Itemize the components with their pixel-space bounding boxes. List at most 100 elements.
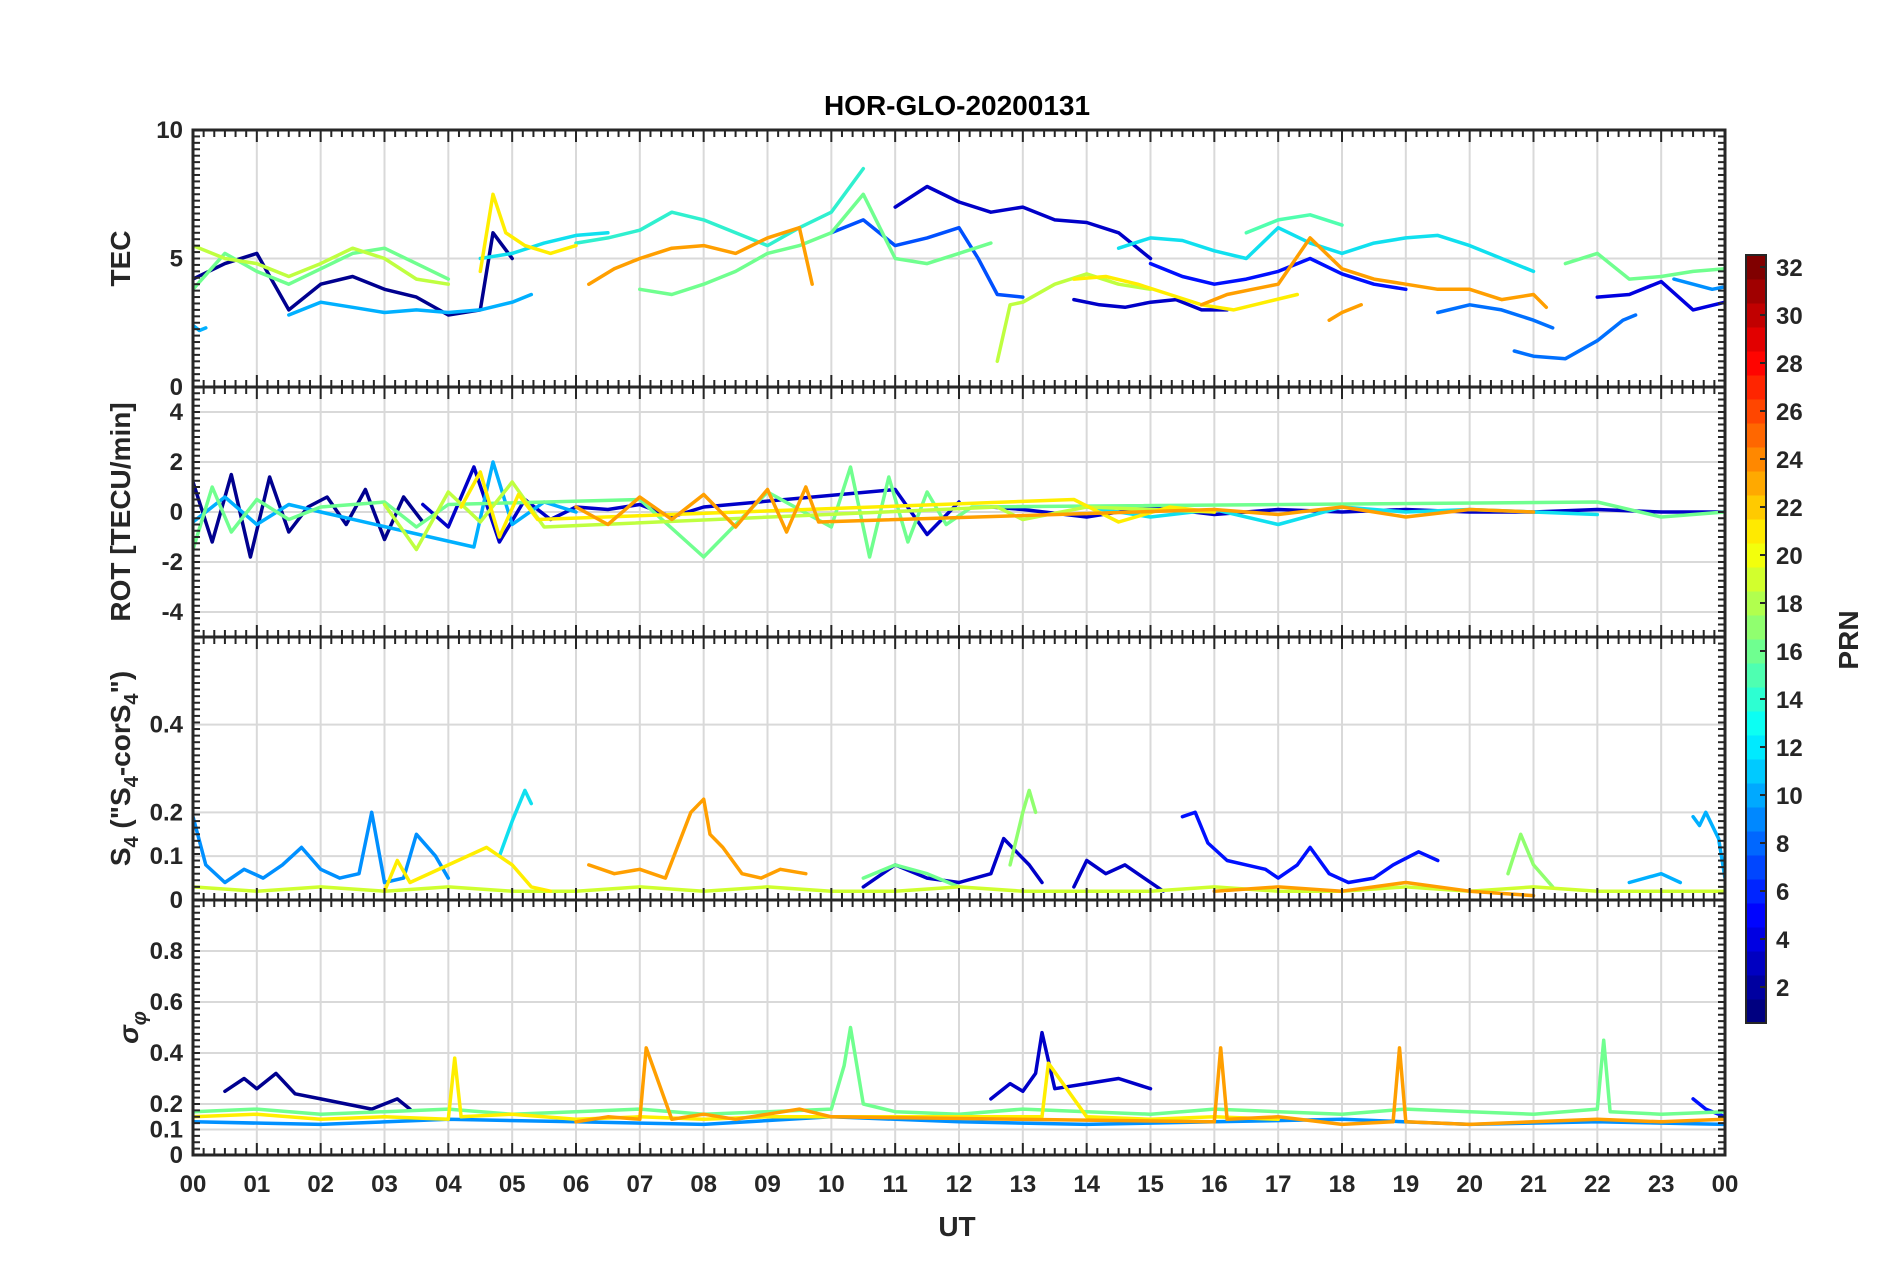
series-prn-8 [1512,313,1638,361]
panel-4: 00.10.2 0.4 0.6 0.8 σφ [113,898,1727,1169]
y-tick-label: -4 [162,599,184,626]
series-prn-22 [587,225,814,286]
series-prn-16 [1563,251,1725,281]
y-axis-label: ROT [TECU/min] [105,402,136,621]
x-tick-label: 08 [690,1171,717,1198]
colorbar-segment [1746,783,1766,808]
y-axis-label: σφ [113,1011,151,1044]
colorbar-tick-label: 30 [1776,303,1803,330]
colorbar-segment [1746,855,1766,880]
y-tick-label: 0.8 [150,938,183,965]
x-tick-label: 03 [371,1171,398,1198]
y-tick-label: 0.6 [150,989,183,1016]
series-prn-3 [989,505,1725,519]
colorbar-segment [1746,399,1766,424]
series-prn-11 [193,323,208,333]
colorbar-tick-label: 24 [1776,447,1803,474]
series-prn-10 [193,810,451,885]
colorbar-segment [1746,831,1766,856]
series-prn-22 [1212,880,1536,898]
series-prn-5 [1148,256,1408,292]
colorbar-tick-label: 20 [1776,543,1803,570]
series-prn-15 [1244,213,1344,235]
x-tick-label: 17 [1265,1171,1292,1198]
colorbar-segment [1746,303,1766,328]
y-tick-label: 4 [170,399,184,426]
colorbar-segment [1746,423,1766,448]
y-axis-label: S4 ("S4-corS4") [105,671,143,866]
series-prn-18 [382,480,1217,552]
colorbar-label: PRN [1833,610,1864,669]
colorbar-segment [1746,567,1766,592]
chart-title: HOR-GLO-20200131 [824,90,1090,121]
colorbar-tick-label: 2 [1776,975,1789,1002]
x-tick-label: 18 [1329,1171,1356,1198]
x-axis-label: UT [938,1211,975,1242]
series-prn-16 [638,192,993,297]
y-tick-label: 0 [170,1142,183,1169]
x-tick-label: 06 [563,1171,590,1198]
x-tick-label: 19 [1392,1171,1419,1198]
series-prn-16 [861,863,961,889]
colorbar-segment [1746,639,1766,664]
y-tick-label: 0.4 [150,712,184,739]
x-tick-label: 16 [1201,1171,1228,1198]
series-prn-7 [829,218,1025,299]
colorbar-segment [1746,543,1766,568]
series-prn-22 [587,797,808,880]
y-tick-label: -2 [162,549,183,576]
x-tick-label: 23 [1648,1171,1675,1198]
series-prn-20 [478,192,578,274]
colorbar-segment [1746,351,1766,376]
x-tick-label: 09 [754,1171,781,1198]
colorbar-tick-label: 28 [1776,351,1803,378]
colorbar-segment [1746,519,1766,544]
colorbar-segment [1746,975,1766,1000]
y-tick-label: 0.2 [150,799,183,826]
series-prn-11 [1627,871,1683,885]
series-prn-22 [574,1046,1725,1127]
y-tick-label: 0 [170,374,183,401]
colorbar-segment [1746,903,1766,928]
colorbar-segment [1746,255,1766,280]
series-prn-18 [193,243,451,286]
panel-2: -4 -2 0 2 4 ROT [TECU/min] [105,385,1727,639]
series-prn-3 [1072,858,1166,893]
series-prn-2 [193,231,514,317]
colorbar-segment [1746,807,1766,832]
y-tick-label: 0.1 [150,843,183,870]
colorbar-segment [1746,591,1766,616]
series-prn-3 [893,184,1153,261]
series-prn-20 [382,845,553,893]
colorbar-tick-label: 26 [1776,399,1803,426]
series-group [193,460,1725,559]
colorbar-segment [1746,687,1766,712]
colorbar-tick-label: 14 [1776,687,1803,714]
series-prn-11 [193,460,578,549]
y-axis-label: TEC [105,231,136,287]
series-prn-3 [989,1030,1153,1101]
series-prn-14 [574,166,866,248]
series-prn-18 [995,272,1153,364]
series-prn-22 [574,485,1536,534]
x-tick-label: 02 [307,1171,334,1198]
x-tick-label: 14 [1073,1171,1100,1198]
x-tick-label: 20 [1456,1171,1483,1198]
x-tick-label: 15 [1137,1171,1164,1198]
series-prn-3 [1072,297,1229,312]
series-prn-13 [1116,225,1536,274]
series-prn-17 [1008,788,1038,867]
colorbar-segment [1746,999,1766,1024]
x-tick-label: 13 [1009,1171,1036,1198]
series-prn-17 [1506,832,1555,889]
x-tick-label: 05 [499,1171,526,1198]
panel-3: 0 0.1 0.2 0.4 S4 ("S4-corS4") [105,635,1727,914]
colorbar-segment [1746,951,1766,976]
y-tick-label: 0 [170,499,183,526]
colorbar-frame [1745,254,1767,1024]
x-tick-label: 04 [435,1171,462,1198]
colorbar-segment [1746,711,1766,736]
x-tick-label: 21 [1520,1171,1547,1198]
colorbar-tick-label: 16 [1776,639,1803,666]
